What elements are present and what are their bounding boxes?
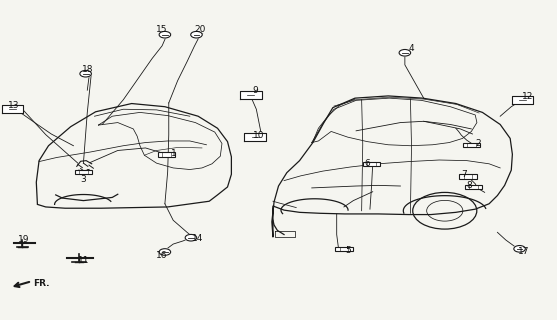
- Text: 16: 16: [157, 251, 168, 260]
- Text: 20: 20: [194, 25, 206, 34]
- Bar: [158, 152, 175, 156]
- Bar: [511, 96, 533, 104]
- Bar: [465, 185, 482, 189]
- Circle shape: [190, 31, 202, 38]
- Text: 10: 10: [253, 131, 265, 140]
- Text: 18: 18: [81, 65, 93, 74]
- Text: 4: 4: [409, 44, 414, 53]
- Text: 14: 14: [193, 234, 204, 243]
- Bar: [463, 142, 480, 147]
- Bar: [245, 133, 266, 141]
- Text: 17: 17: [517, 247, 529, 256]
- Bar: [240, 91, 262, 99]
- Text: 1: 1: [172, 149, 177, 158]
- Text: 8: 8: [467, 181, 472, 190]
- Text: 19: 19: [18, 236, 30, 244]
- Text: 3: 3: [81, 174, 86, 184]
- Bar: [335, 246, 353, 251]
- Text: 13: 13: [8, 101, 19, 110]
- Circle shape: [80, 70, 91, 77]
- Text: 6: 6: [364, 159, 370, 168]
- Bar: [2, 105, 23, 113]
- Bar: [460, 174, 477, 179]
- Text: 7: 7: [461, 170, 467, 179]
- Text: 15: 15: [157, 25, 168, 34]
- Circle shape: [399, 50, 411, 56]
- Bar: [75, 170, 92, 174]
- Text: 12: 12: [522, 92, 534, 101]
- Text: 9: 9: [252, 86, 258, 95]
- Circle shape: [514, 245, 525, 252]
- Bar: [363, 162, 380, 166]
- Bar: [335, 246, 353, 251]
- Bar: [463, 142, 480, 147]
- Bar: [158, 152, 175, 156]
- Bar: [465, 185, 482, 189]
- Text: 11: 11: [77, 256, 89, 265]
- Text: 2: 2: [475, 139, 481, 148]
- Circle shape: [159, 249, 170, 255]
- Bar: [363, 162, 380, 166]
- Circle shape: [159, 31, 170, 38]
- Circle shape: [185, 235, 197, 241]
- Bar: [75, 170, 92, 174]
- Bar: [460, 174, 477, 179]
- Text: FR.: FR.: [33, 279, 50, 288]
- Text: 5: 5: [345, 246, 351, 255]
